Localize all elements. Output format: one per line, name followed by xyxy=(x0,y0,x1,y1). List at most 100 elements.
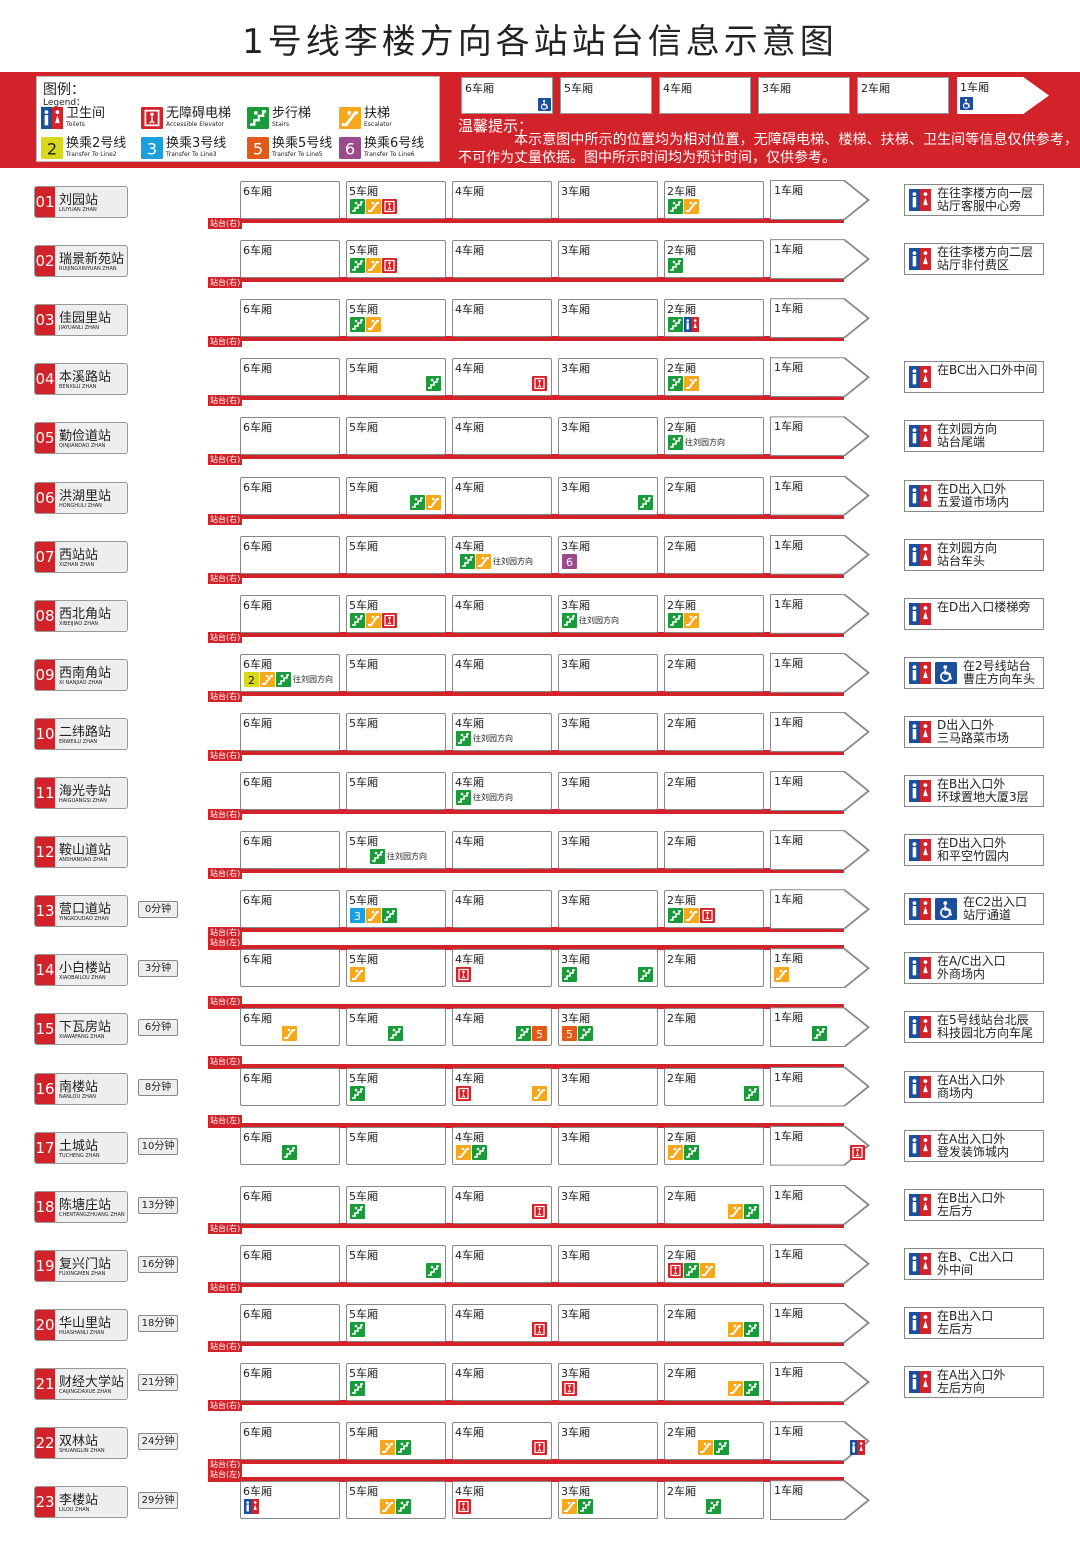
car-label: 1车厢 xyxy=(774,1366,803,1379)
station-name: 华山里站 xyxy=(59,1315,112,1331)
train-car: 6车厢 xyxy=(240,712,340,751)
toilet-info-box: 在D出入口楼梯旁 xyxy=(904,597,1044,630)
station-number: 08 xyxy=(35,600,55,631)
direction-note: 往刘园方向 xyxy=(473,793,513,802)
platform-side-label: 站台(左) xyxy=(208,1469,243,1481)
platform: 站台(右) 6车厢 5车厢 4车厢 3车厢 2车厢 1车厢 xyxy=(208,1182,870,1234)
station-row: 01 刘园站 LIUYUAN ZHAN 站台(右) 6车厢 5车厢 4车厢 3车厢 2车厢 1车厢… xyxy=(0,172,1080,231)
car-label: 2车厢 xyxy=(667,303,696,317)
stairs-icon xyxy=(668,376,683,392)
toilet-icon xyxy=(850,1440,865,1456)
car-label: 5车厢 xyxy=(349,421,378,435)
station-name: 南楼站 xyxy=(59,1079,99,1095)
car-label: 5车厢 xyxy=(349,776,378,789)
car-label: 3车厢 xyxy=(561,1071,590,1085)
header-car: 2车厢 xyxy=(857,77,949,114)
platform-edge xyxy=(208,277,844,283)
station-name-en: XIAWAFANG ZHAN xyxy=(59,1034,105,1041)
stairs-icon xyxy=(276,671,291,687)
wheelchair-icon xyxy=(935,898,957,921)
car-label: 6车厢 xyxy=(243,1485,272,1499)
platform: 站台(左) 6车厢 5车厢 4车厢 3车厢 2车厢 1车厢 xyxy=(208,1469,870,1527)
station-row: 18 陈塘庄站 CHENTANGZHUANG ZHAN 13分钟 站台(右) 6车厢 5车厢… xyxy=(0,1177,1080,1236)
toilet-info-text: 在A出入口外 登发装饰城内 xyxy=(937,1131,1010,1159)
station-row: 05 勤俭道站 QINJIANDAO ZHAN 站台(右) 6车厢 5车厢 4车厢 3车厢 2车… xyxy=(0,408,1080,467)
escalator-icon xyxy=(366,908,381,924)
platform-side-label: 站台(右) xyxy=(208,690,243,702)
station-row: 03 佳园里站 JIAYUANLI ZHAN 站台(右) 6车厢 5车厢 4车厢 3车厢 2车厢… xyxy=(0,290,1080,349)
car-label: 1车厢 xyxy=(774,1129,803,1143)
station-label: 11 海光寺站 HAIGUANGSI ZHAN xyxy=(34,777,128,809)
station-number: 10 xyxy=(35,718,55,749)
travel-time-badge: 16分钟 xyxy=(138,1255,178,1273)
station-number: 23 xyxy=(35,1487,55,1518)
train-car-front: 1车厢 xyxy=(770,1302,870,1343)
legend-panel: 图例： Legend： 卫生间 Toilets 无障碍电梯 Accessible El… xyxy=(36,76,440,162)
toilet-info-text: 在B出入口 左后方 xyxy=(937,1308,994,1336)
header-car: 5车厢 xyxy=(560,77,652,114)
train-car: 5车厢 xyxy=(346,535,446,574)
car-label: 5车厢 xyxy=(349,539,378,553)
car-label: 2车厢 xyxy=(667,1485,696,1499)
toilet-info-text: 在A/C出入口 外商场内 xyxy=(937,954,1006,982)
toilet-icon xyxy=(909,484,931,507)
car-label: 1车厢 xyxy=(774,834,803,848)
platform: 站台(右) 6车厢 5车厢 4车厢 3车厢 2车厢 1车厢 往刘园方向 xyxy=(208,591,870,643)
train-car: 6车厢 xyxy=(240,1422,340,1461)
stairs-icon xyxy=(456,790,471,805)
toilet-info-box: 在B、C出入口 外中间 xyxy=(904,1247,1044,1280)
station-number: 21 xyxy=(35,1369,55,1399)
train-car-front: 1车厢 xyxy=(770,239,870,280)
stairs-icon xyxy=(668,199,683,214)
stairs-icon xyxy=(350,199,365,214)
station-label: 03 佳园里站 JIAYUANLI ZHAN xyxy=(34,304,128,337)
station-label: 16 南楼站 NANLOU ZHAN xyxy=(34,1072,128,1105)
car-label: 2车厢 xyxy=(667,1248,696,1262)
car-label: 4车厢 xyxy=(455,185,484,198)
svg-text:6: 6 xyxy=(566,556,573,569)
car-label: 1车厢 xyxy=(774,1484,803,1498)
station-name-en: XIBEIJIAO ZHAN xyxy=(59,620,99,627)
train-car-front: 1车厢 xyxy=(770,889,870,930)
legend-label-en: Escalator xyxy=(364,121,392,128)
stairs-icon xyxy=(382,908,397,924)
stairs-icon xyxy=(426,1262,441,1278)
car-label: 3车厢 xyxy=(561,1012,590,1026)
train-car: 2车厢 xyxy=(664,831,764,870)
stairs-icon xyxy=(456,730,471,746)
car-label: 2车厢 xyxy=(667,480,696,494)
train-car: 3车厢 xyxy=(558,358,658,397)
platform-edge xyxy=(208,927,844,933)
legend-item: 卫生间 Toilets xyxy=(41,107,105,129)
toilet-icon xyxy=(909,189,931,211)
svg-text:5: 5 xyxy=(253,140,263,159)
train-car: 6车厢 xyxy=(240,831,340,870)
car-label: 6车厢 xyxy=(243,1248,272,1262)
station-name-en: XIAOBAILOU ZHAN xyxy=(59,975,106,982)
platform-side-label: 站台(右) xyxy=(208,1222,243,1234)
toilet-info-text: 在C2出入口 站厅通道 xyxy=(963,895,1028,923)
station-label: 15 下瓦房站 XIAWAFANG ZHAN xyxy=(34,1013,128,1046)
transfer-line6-icon: 6 xyxy=(339,137,361,159)
toilet-icon xyxy=(244,1499,259,1515)
train-car-front: 1车厢 xyxy=(770,298,870,339)
car-label: 4车厢 xyxy=(455,835,484,849)
car-label: 1车厢 xyxy=(774,420,803,434)
train-car: 3车厢 xyxy=(558,1303,658,1342)
toilet-icon xyxy=(909,1371,931,1393)
train-car: 4车厢 xyxy=(452,831,552,870)
toilet-icon xyxy=(909,839,931,862)
accessible-elevator-icon xyxy=(532,376,547,392)
car-label: 4车厢 xyxy=(455,776,484,789)
accessible-elevator-icon xyxy=(532,1440,547,1456)
platform-edge xyxy=(208,513,844,519)
car-label: 2车厢 xyxy=(667,1307,696,1321)
car-label: 3车厢 xyxy=(561,421,590,435)
station-row: 08 西北角站 XIBEIJIAO ZHAN 站台(右) 6车厢 5车厢 4车厢 3车厢 2车厢… xyxy=(0,586,1080,645)
car-label: 5车厢 xyxy=(349,1071,378,1085)
station-name-en: XIZHAN ZHAN xyxy=(59,561,95,568)
toilet-icon xyxy=(909,780,931,802)
train-car: 5车厢 xyxy=(346,1126,446,1165)
station-row: 06 洪湖里站 HONGHULI ZHAN 站台(右) 6车厢 5车厢 4车厢 3车厢 2车厢 1… xyxy=(0,468,1080,527)
accessible-elevator-icon xyxy=(456,1499,471,1515)
